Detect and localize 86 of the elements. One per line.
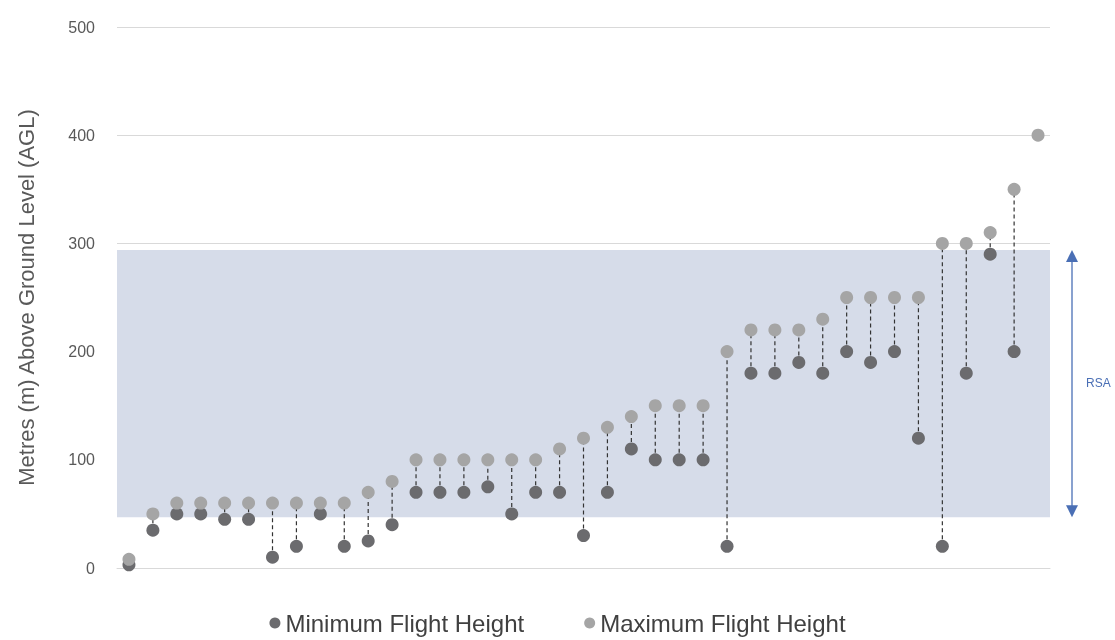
point [289,496,303,510]
point [1031,128,1045,142]
point [409,453,423,467]
y-tick-label: 200 [68,343,96,361]
y-tick-label: 0 [86,559,96,577]
point [911,431,925,445]
point [935,236,949,250]
y-tick-label: 400 [68,126,96,144]
point [337,539,351,553]
point [289,539,303,553]
point [433,453,447,467]
point [170,496,184,510]
point [792,323,806,337]
point [577,529,590,543]
point [744,366,758,380]
point [840,291,854,304]
point [529,485,543,499]
band-label: RSA [1086,375,1111,390]
y-tick-label: 100 [68,451,96,469]
point [864,355,878,369]
point [840,345,854,359]
point [337,496,351,510]
point [242,512,256,526]
point [1007,182,1021,196]
point [648,399,662,413]
point [361,485,375,499]
point [433,485,447,499]
point [481,480,495,494]
point [529,453,543,467]
point [864,291,878,304]
point [959,236,973,250]
point [505,453,519,467]
point [313,507,327,521]
point [792,355,806,369]
y-tick-label: 300 [68,234,96,252]
point [266,496,279,510]
point [624,442,638,456]
point [266,550,279,564]
point [385,518,399,532]
point [720,539,734,553]
point [600,485,614,499]
point [672,453,686,467]
point [600,420,614,434]
point [911,291,925,304]
point [720,345,734,359]
y-tick-label: 500 [68,18,96,36]
point [696,399,710,413]
point [1007,345,1021,359]
point [457,485,471,499]
point [409,485,423,499]
point [242,496,256,510]
point [553,442,567,456]
point [816,366,830,380]
point [959,366,973,380]
point [553,485,567,499]
point [983,247,997,261]
point [672,399,686,413]
point [146,523,160,537]
point [218,512,232,526]
point [194,496,208,510]
point [194,507,208,521]
point [768,366,782,380]
point [361,534,375,548]
point [983,226,997,240]
point [744,323,758,337]
point [888,291,901,304]
point [624,410,638,424]
point [648,453,662,467]
legend-label: Minimum Flight Height [285,609,525,637]
point [577,431,590,445]
point [696,453,710,467]
point [385,474,399,488]
point [888,345,901,359]
point [768,323,782,337]
point [816,312,830,326]
point [218,496,232,510]
point [505,507,519,521]
point [122,552,136,566]
point [170,507,184,521]
legend-label: Maximum Flight Height [600,609,846,637]
point [313,496,327,510]
point [935,539,949,553]
point [457,453,471,467]
y-axis-title: Metres (m) Above Ground Level (AGL) [13,109,39,486]
point [146,507,160,521]
point [481,453,495,467]
